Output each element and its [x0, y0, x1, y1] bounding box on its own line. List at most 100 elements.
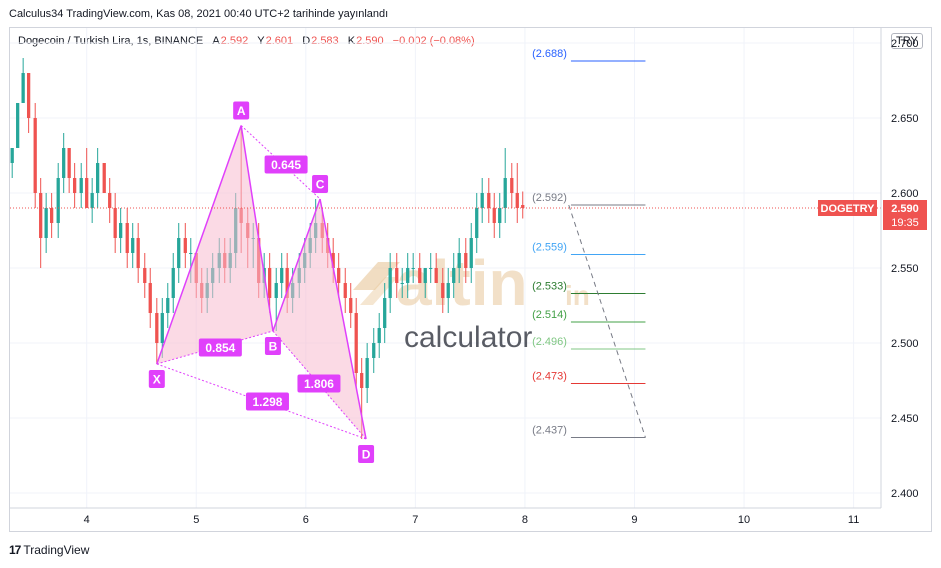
candle-body: [102, 163, 106, 193]
chart-frame: [9, 27, 932, 532]
candle-body: [183, 238, 187, 253]
candle-body: [498, 208, 502, 223]
y-tick-label: 2.700: [891, 38, 919, 50]
candle-body: [434, 268, 438, 283]
candle-body: [503, 178, 507, 208]
pattern-point-label: A: [237, 104, 246, 118]
candle-body: [143, 268, 147, 283]
target-level-label: (2.496): [532, 336, 567, 348]
ratio-label-bg: [245, 392, 289, 411]
target-level-label: (2.437): [532, 425, 567, 437]
y-tick-label: 2.600: [891, 188, 919, 200]
candle-body: [155, 313, 159, 343]
candle-body: [331, 253, 335, 268]
x-tick-label: 4: [84, 514, 90, 526]
candle-body: [395, 268, 399, 283]
pattern-leg: [240, 125, 274, 332]
candle-body: [280, 268, 284, 283]
candle-body: [457, 253, 461, 268]
candle-body: [62, 148, 66, 178]
currency-button[interactable]: TRY: [891, 33, 923, 49]
candle-body: [189, 253, 193, 254]
x-tick-label: 9: [631, 514, 637, 526]
open-value: 2.592: [220, 35, 249, 47]
ratio-label: 0.645: [271, 158, 301, 172]
candle-body: [446, 283, 450, 298]
candle-body: [33, 118, 37, 193]
candle-body: [160, 313, 164, 343]
y-tick-label: 2.500: [891, 338, 919, 350]
target-level-label: (2.688): [532, 48, 567, 60]
symbol-badge: DOGETRY: [821, 203, 876, 215]
candle-body: [67, 148, 71, 178]
harmonic-pattern: 0.645 0.854 1.806 1.298 X A B C D: [148, 101, 375, 463]
symbol-legend: Dogecoin / Turkish Lira, 1s, BINANCE A2.…: [18, 35, 475, 47]
candle-body: [377, 328, 381, 343]
candle-body: [177, 238, 181, 268]
candle-body: [108, 193, 112, 208]
x-tick-label: 5: [193, 514, 199, 526]
pattern-point-bg: [312, 175, 329, 193]
watermark-sub: calculator: [404, 321, 532, 354]
symbol-name: Dogecoin / Turkish Lira, 1s, BINANCE: [18, 35, 204, 47]
candle-body: [429, 268, 433, 269]
bar-countdown: 19:35: [891, 217, 919, 229]
ratio-label-bg: [297, 374, 341, 393]
candle-body: [423, 268, 427, 283]
candle-body: [10, 148, 14, 163]
candle-body: [510, 178, 514, 193]
candle-body: [274, 283, 278, 298]
candle-body: [452, 268, 456, 283]
candle-body: [521, 205, 525, 208]
candle-body: [360, 373, 364, 388]
axes: 2.700 2.650 2.600 2.550 2.500 2.450 2.400 4 5 6 7 8…: [10, 28, 919, 526]
x-tick-label: 6: [303, 514, 309, 526]
candle-body: [136, 238, 140, 268]
pattern-point-bg: [233, 101, 250, 120]
pattern-leg: [319, 198, 367, 440]
pattern-leg: [156, 125, 242, 365]
candle-body: [349, 298, 353, 313]
candle-body: [119, 223, 123, 238]
candle-body: [96, 163, 100, 193]
x-tick-label: 11: [848, 514, 859, 526]
pattern-point-label: X: [153, 373, 161, 387]
y-tick-label: 2.450: [891, 413, 919, 425]
last-price-value: 2.590: [891, 203, 919, 215]
high-label: Y: [257, 35, 265, 47]
candle-body: [406, 268, 410, 283]
target-level-label: (2.559): [532, 242, 567, 254]
tradingview-logo[interactable]: 17 TradingView: [9, 543, 89, 557]
high-value: 2.601: [265, 35, 294, 47]
candle-body: [365, 358, 369, 388]
y-tick-label: 2.650: [891, 113, 919, 125]
x-tick-label: 8: [522, 514, 528, 526]
target-levels: (2.688) (2.592) (2.559) (2.533) (2.514) (2.49…: [10, 48, 927, 438]
pattern-ratio-link: [156, 363, 367, 440]
close-value: 2.590: [356, 35, 384, 47]
candle-body: [72, 178, 77, 193]
candle-body: [49, 208, 54, 223]
watermark-brand: altin: [396, 247, 528, 319]
watermark-logo-icon: [353, 262, 400, 305]
candle-body: [113, 208, 117, 238]
candle-body: [480, 193, 484, 208]
ratio-label: 1.298: [252, 395, 282, 409]
pattern-point-bg: [264, 337, 281, 355]
pattern-leg: [272, 198, 321, 332]
open-label: A: [212, 35, 220, 47]
candle-body: [131, 238, 135, 253]
candle-body: [39, 193, 43, 238]
close-label: K: [347, 35, 356, 47]
candle-body: [400, 283, 404, 284]
ratio-label: 0.854: [205, 341, 235, 355]
candle-body: [26, 73, 31, 118]
y-tick-label: 2.400: [891, 488, 919, 500]
pattern-point-label: C: [316, 178, 325, 192]
tradingview-logo-text: TradingView: [23, 543, 90, 557]
candle-body: [343, 283, 347, 298]
change-value: −0.002 (−0.08%): [392, 35, 475, 47]
candle-body: [285, 268, 289, 298]
ratio-label-bg: [264, 155, 308, 174]
